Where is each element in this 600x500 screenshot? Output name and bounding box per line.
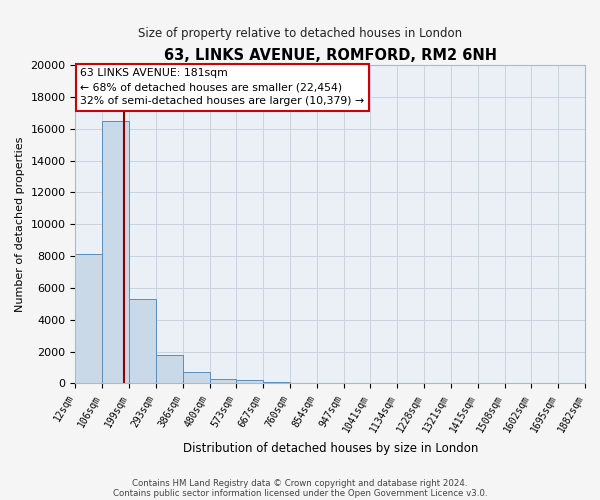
Text: Size of property relative to detached houses in London: Size of property relative to detached ho…: [138, 28, 462, 40]
Title: 63, LINKS AVENUE, ROMFORD, RM2 6NH: 63, LINKS AVENUE, ROMFORD, RM2 6NH: [164, 48, 497, 62]
Text: 63 LINKS AVENUE: 181sqm
← 68% of detached houses are smaller (22,454)
32% of sem: 63 LINKS AVENUE: 181sqm ← 68% of detache…: [80, 68, 365, 106]
Text: Contains HM Land Registry data © Crown copyright and database right 2024.: Contains HM Land Registry data © Crown c…: [132, 478, 468, 488]
Bar: [156, 354, 182, 384]
Bar: [76, 254, 102, 384]
Bar: [263, 382, 290, 384]
Text: Contains public sector information licensed under the Open Government Licence v3: Contains public sector information licen…: [113, 488, 487, 498]
X-axis label: Distribution of detached houses by size in London: Distribution of detached houses by size …: [182, 442, 478, 455]
Bar: [182, 372, 209, 384]
Bar: [129, 299, 156, 384]
Bar: [102, 121, 129, 384]
Bar: [236, 380, 263, 384]
Y-axis label: Number of detached properties: Number of detached properties: [15, 136, 25, 312]
Bar: [209, 378, 236, 384]
